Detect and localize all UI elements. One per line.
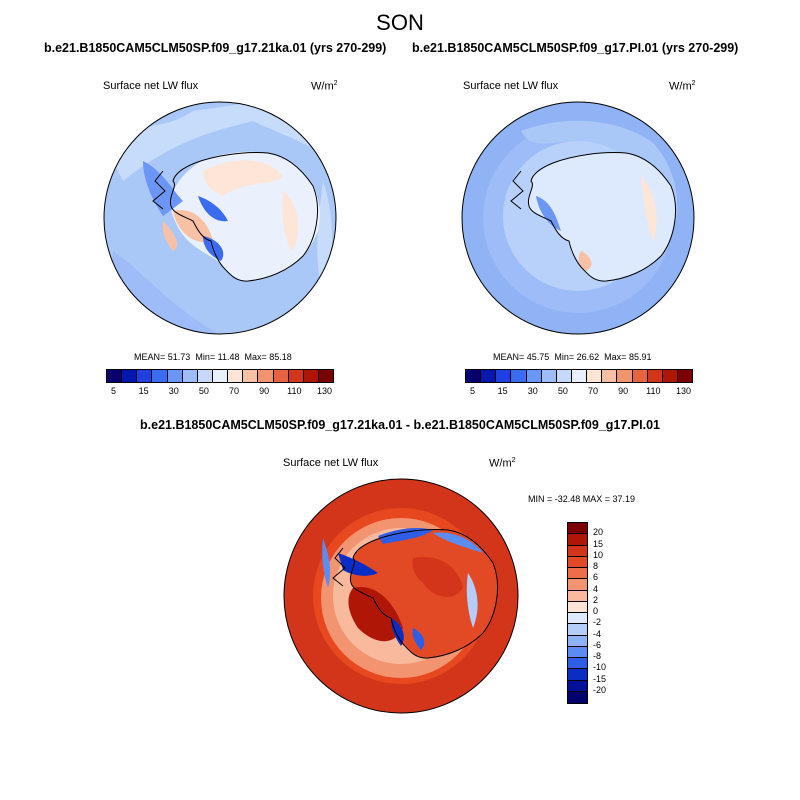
colorbar-swatch [568, 646, 587, 658]
colorbar-swatch [568, 680, 587, 692]
colorbar-swatch [632, 370, 648, 382]
colorbar-swatch [662, 370, 678, 382]
colorbar-tick-label: 5 [470, 386, 476, 396]
colorbar-tick-label: 15 [138, 386, 149, 396]
panel-right-title: b.e21.B1850CAM5CLM50SP.f09_g17.PI.01 (yr… [412, 41, 739, 55]
colorbar-tick-label: 130 [316, 386, 332, 396]
colorbar-swatch [647, 370, 663, 382]
colorbar-tick-label: 10 [593, 549, 604, 560]
colorbar-swatch [568, 534, 587, 546]
colorbar-swatch [511, 370, 527, 382]
colorbar-tick-label: 30 [168, 386, 179, 396]
colorbar-swatch [568, 658, 587, 670]
panel-left-stats: MEAN= 51.73 Min= 11.48 Max= 85.18 [134, 352, 292, 362]
colorbar-swatch [541, 370, 557, 382]
colorbar-swatch [568, 545, 587, 557]
colorbar-swatch [568, 624, 587, 636]
panel-diff-colorbar [567, 522, 588, 704]
colorbar-swatch [568, 635, 587, 647]
colorbar-swatch [137, 370, 153, 382]
colorbar-tick-label: 15 [593, 538, 604, 549]
colorbar-tick-label: -6 [593, 639, 602, 650]
colorbar-swatch [617, 370, 633, 382]
colorbar-tick-label: 130 [675, 386, 691, 396]
panel-left-colorbar [106, 369, 334, 383]
colorbar-swatch [568, 691, 587, 703]
colorbar-swatch [258, 370, 274, 382]
colorbar-swatch [677, 370, 693, 382]
colorbar-tick-label: 20 [593, 527, 604, 538]
colorbar-swatch [587, 370, 603, 382]
colorbar-swatch [496, 370, 512, 382]
panel-diff-colorbar-labels: 20 15 10 8 6 4 2 0 -2 -4 -6 -8 -10 -15 -20 [593, 522, 623, 712]
colorbar-tick-label: 50 [198, 386, 209, 396]
colorbar-tick-label: 50 [557, 386, 568, 396]
colorbar-swatch [568, 556, 587, 568]
panel-right-colorbar-labels: 5 15 30 50 70 90 110 130 [465, 386, 691, 398]
colorbar-swatch [556, 370, 572, 382]
colorbar-swatch [602, 370, 618, 382]
colorbar-swatch [303, 370, 319, 382]
colorbar-swatch [182, 370, 198, 382]
colorbar-swatch [318, 370, 334, 382]
panel-diff-units: W/m2 [489, 457, 516, 470]
panel-diff-minmax: MIN = -32.48 MAX = 37.19 [528, 494, 636, 504]
panel-right-variable: Surface net LW flux [463, 80, 559, 92]
panel-right-polar-map [461, 101, 695, 335]
colorbar-tick-label: 15 [497, 386, 508, 396]
colorbar-swatch [167, 370, 183, 382]
colorbar-tick-label: 4 [593, 583, 599, 594]
colorbar-tick-label: 90 [259, 386, 270, 396]
colorbar-swatch [152, 370, 168, 382]
colorbar-swatch [212, 370, 229, 382]
panel-left-polar-map [103, 101, 337, 335]
panel-right-stats: MEAN= 45.75 Min= 26.62 Max= 85.91 [493, 352, 652, 362]
colorbar-swatch [568, 601, 587, 613]
colorbar-swatch [228, 370, 244, 382]
colorbar-swatch [107, 370, 123, 382]
colorbar-tick-label: -15 [593, 673, 607, 684]
colorbar-tick-label: 70 [229, 386, 240, 396]
colorbar-swatch [288, 370, 304, 382]
panel-right-units: W/m2 [669, 80, 696, 93]
panel-left-title: b.e21.B1850CAM5CLM50SP.f09_g17.21ka.01 (… [44, 41, 387, 55]
colorbar-swatch [466, 370, 482, 382]
colorbar-swatch [571, 370, 588, 382]
colorbar-tick-label: 70 [588, 386, 599, 396]
colorbar-tick-label: 2 [593, 594, 599, 605]
panel-left-units: W/m2 [311, 80, 338, 93]
colorbar-tick-label: -10 [593, 662, 607, 673]
colorbar-swatch [568, 579, 587, 591]
panel-left-colorbar-labels: 5 15 30 50 70 90 110 130 [106, 386, 332, 398]
panel-diff-polar-map [283, 478, 519, 714]
colorbar-swatch [568, 613, 587, 625]
colorbar-tick-label: -8 [593, 651, 602, 661]
colorbar-tick-label: 90 [618, 386, 629, 396]
colorbar-tick-label: 0 [593, 606, 599, 616]
colorbar-swatch [197, 370, 213, 382]
panel-diff-variable: Surface net LW flux [283, 457, 379, 469]
colorbar-tick-label: 6 [593, 572, 599, 583]
colorbar-tick-label: -4 [593, 628, 602, 639]
panel-right-colorbar [465, 369, 693, 383]
colorbar-swatch [568, 590, 587, 602]
colorbar-swatch [568, 523, 587, 535]
colorbar-swatch [243, 370, 259, 382]
colorbar-tick-label: -20 [593, 684, 607, 695]
colorbar-swatch [273, 370, 289, 382]
colorbar-swatch [481, 370, 497, 382]
panel-diff-title: b.e21.B1850CAM5CLM50SP.f09_g17.21ka.01 -… [140, 418, 660, 432]
panel-left-variable: Surface net LW flux [103, 80, 199, 92]
colorbar-tick-label: 5 [111, 386, 117, 396]
colorbar-tick-label: 110 [287, 386, 302, 396]
colorbar-tick-label: 8 [593, 561, 599, 571]
colorbar-tick-label: 30 [527, 386, 538, 396]
colorbar-swatch [568, 568, 587, 580]
colorbar-swatch [526, 370, 542, 382]
figure-title: SON [376, 10, 424, 35]
colorbar-swatch [122, 370, 138, 382]
colorbar-tick-label: 110 [646, 386, 661, 396]
colorbar-swatch [568, 669, 587, 681]
colorbar-tick-label: -2 [593, 617, 602, 628]
